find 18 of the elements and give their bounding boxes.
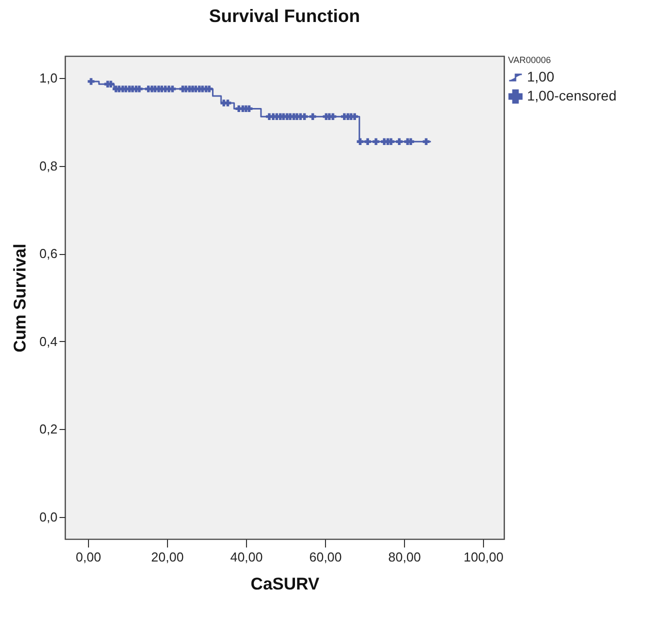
x-tick-label: 80,00 bbox=[388, 550, 421, 564]
legend-label: 1,00-censored bbox=[527, 88, 617, 104]
y-axis-title: Cum Survival bbox=[10, 244, 30, 352]
x-axis-title: CaSURV bbox=[250, 574, 320, 594]
x-tick-label: 60,00 bbox=[309, 550, 342, 564]
y-tick-label: 0,4 bbox=[39, 334, 58, 349]
legend-label: 1,00 bbox=[527, 68, 554, 84]
y-tick-label: 1,0 bbox=[39, 70, 58, 86]
x-tick-label: 40,00 bbox=[230, 550, 263, 564]
y-tick-label: 0,0 bbox=[39, 510, 58, 525]
x-tick-label: 100,00 bbox=[464, 550, 504, 564]
x-tick-label: 20,00 bbox=[151, 550, 184, 564]
x-tick-label: 0,00 bbox=[76, 550, 102, 564]
y-tick-label: 0,6 bbox=[39, 246, 58, 262]
y-tick-label: 0,2 bbox=[39, 422, 58, 437]
legend-title: VAR00006 bbox=[508, 55, 551, 65]
y-tick-label: 0,8 bbox=[39, 158, 58, 174]
chart-title: Survival Function bbox=[208, 6, 360, 26]
